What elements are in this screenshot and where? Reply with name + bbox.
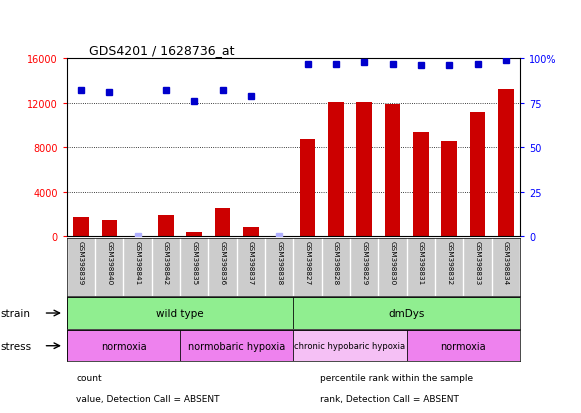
Bar [180, 330, 293, 361]
Bar [187, 232, 202, 237]
Text: dmDys: dmDys [389, 308, 425, 318]
Text: normobaric hypoxia: normobaric hypoxia [188, 341, 285, 351]
Bar [243, 227, 259, 237]
Text: rank, Detection Call = ABSENT: rank, Detection Call = ABSENT [321, 394, 460, 403]
Text: GSM398835: GSM398835 [191, 240, 198, 284]
Text: GSM398841: GSM398841 [135, 240, 141, 284]
Bar [385, 104, 400, 237]
Text: wild type: wild type [156, 308, 204, 318]
Bar [407, 330, 520, 361]
Text: GSM398833: GSM398833 [475, 240, 480, 284]
Bar [102, 220, 117, 237]
Bar [67, 298, 293, 329]
Text: normoxia: normoxia [440, 341, 486, 351]
Text: stress: stress [0, 341, 31, 351]
Text: GSM398834: GSM398834 [503, 240, 509, 284]
Bar [73, 218, 89, 237]
Text: GSM398831: GSM398831 [418, 240, 424, 284]
Text: GSM398838: GSM398838 [276, 240, 282, 284]
Text: GSM398827: GSM398827 [304, 240, 311, 284]
Text: GSM398840: GSM398840 [106, 240, 112, 284]
Text: value, Detection Call = ABSENT: value, Detection Call = ABSENT [77, 394, 220, 403]
Bar [300, 140, 315, 237]
Text: GSM398832: GSM398832 [446, 240, 452, 284]
Bar [293, 298, 520, 329]
Bar [498, 90, 514, 237]
Text: GSM398828: GSM398828 [333, 240, 339, 284]
Bar [293, 330, 407, 361]
Text: GDS4201 / 1628736_at: GDS4201 / 1628736_at [89, 43, 235, 57]
Text: GSM398837: GSM398837 [248, 240, 254, 284]
Text: chronic hypobaric hypoxia: chronic hypobaric hypoxia [295, 342, 406, 350]
Bar [158, 216, 174, 237]
Bar [328, 102, 344, 237]
Bar [215, 209, 231, 237]
Text: GSM398839: GSM398839 [78, 240, 84, 284]
Text: GSM398830: GSM398830 [389, 240, 396, 284]
Text: strain: strain [0, 308, 30, 318]
Bar [413, 132, 429, 237]
Text: count: count [77, 373, 102, 382]
Bar [356, 102, 372, 237]
Text: GSM398842: GSM398842 [163, 240, 169, 284]
Bar [469, 112, 485, 237]
Bar [442, 141, 457, 237]
Text: normoxia: normoxia [101, 341, 146, 351]
Bar [67, 330, 180, 361]
Text: GSM398829: GSM398829 [361, 240, 367, 284]
Text: GSM398836: GSM398836 [220, 240, 225, 284]
Text: percentile rank within the sample: percentile rank within the sample [321, 373, 474, 382]
